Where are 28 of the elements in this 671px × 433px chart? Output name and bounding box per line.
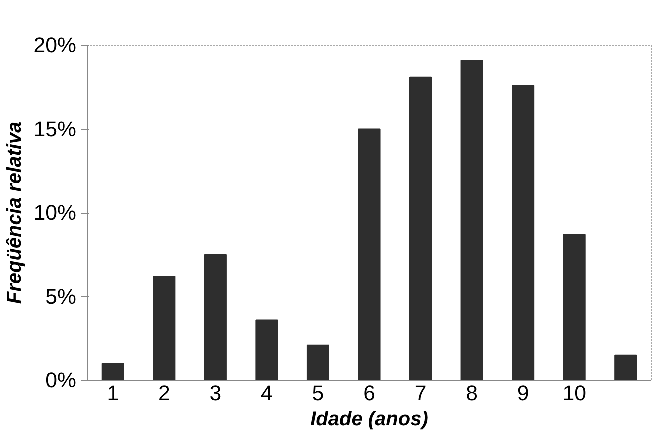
bar (563, 234, 586, 380)
bar (512, 85, 535, 380)
x-tick-label: 8 (466, 382, 478, 406)
x-tick-label: 4 (261, 382, 274, 406)
bar (153, 276, 176, 380)
bar (460, 60, 484, 380)
x-tick-label: 7 (414, 382, 427, 406)
bar (102, 363, 124, 380)
x-tick-label: 10 (562, 382, 587, 406)
y-axis-title: Freqüência relativa (4, 122, 26, 304)
y-tick-label: 5% (46, 284, 77, 309)
bar (256, 320, 278, 380)
bar (306, 344, 330, 380)
bar (410, 76, 432, 380)
bar (204, 254, 227, 380)
x-axis-title: Idade (anos) (310, 408, 429, 430)
y-tick-label: 15% (34, 117, 77, 142)
y-tick-label: 0% (46, 368, 77, 392)
x-tick-label: 2 (158, 382, 170, 406)
x-tick-label: 1 (107, 382, 120, 406)
y-tick-label: 10% (34, 201, 77, 225)
bar (614, 354, 638, 380)
x-tick-label: 9 (517, 382, 530, 406)
x-tick-label: 6 (364, 382, 376, 406)
y-tick-label: 20% (34, 34, 77, 58)
bar (358, 128, 381, 380)
x-tick-label: 3 (210, 382, 222, 406)
x-tick-label: 5 (312, 382, 324, 406)
